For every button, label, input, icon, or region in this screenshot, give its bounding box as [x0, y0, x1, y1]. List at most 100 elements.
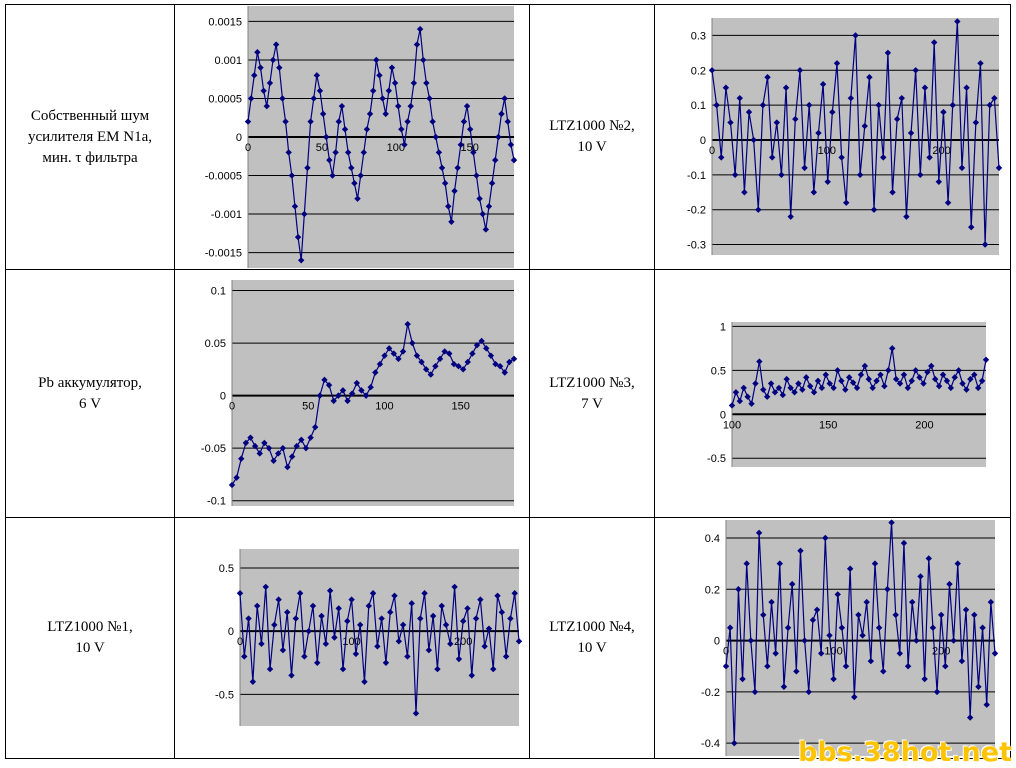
- chart-ltz1000-1: 0.50-0.50 100 200: [215, 549, 523, 726]
- data-point: [373, 56, 380, 64]
- data-point: [293, 442, 300, 450]
- y-tick-label: 0: [720, 409, 726, 421]
- y-tick-label: 0.3: [691, 30, 706, 42]
- data-point: [477, 596, 484, 603]
- data-point: [511, 590, 518, 597]
- data-point: [407, 102, 414, 110]
- data-point: [361, 678, 368, 685]
- data-point: [279, 95, 286, 102]
- data-point: [739, 675, 746, 683]
- data-point: [421, 590, 428, 597]
- data-point: [833, 60, 841, 67]
- data-point: [463, 102, 471, 110]
- data-point: [288, 453, 296, 460]
- data-point: [972, 119, 980, 126]
- plot-area: [232, 280, 514, 506]
- data-point: [478, 337, 485, 345]
- data-point: [492, 360, 499, 368]
- data-point: [357, 172, 364, 179]
- y-tick-label: -0.5: [215, 689, 234, 701]
- data-point: [506, 358, 513, 366]
- y-tick-label: 0: [220, 391, 226, 403]
- y-tick-label: -0.4: [701, 738, 720, 750]
- y-tick-label: 0: [228, 626, 234, 638]
- row1-right-label: LTZ1000 №2, 10 V: [549, 118, 635, 155]
- data-point: [847, 94, 855, 102]
- data-point: [986, 101, 993, 109]
- data-point: [979, 624, 986, 631]
- plot-area: [240, 549, 519, 726]
- data-point: [441, 180, 449, 187]
- data-point: [977, 60, 984, 67]
- data-point: [470, 149, 477, 156]
- data-point: [331, 634, 338, 641]
- y-tick-label: -0.2: [701, 687, 720, 699]
- data-point: [228, 481, 236, 489]
- chart-ltz1000-3: 1 0.5 0 -0.5 100 150 200: [707, 321, 990, 467]
- data-point: [875, 624, 883, 631]
- data-point: [504, 118, 511, 125]
- data-point: [865, 375, 872, 383]
- data-point: [254, 49, 261, 56]
- data-point: [767, 380, 775, 387]
- data-point: [348, 164, 355, 172]
- data-point: [272, 41, 280, 48]
- data-point: [422, 366, 430, 373]
- data-point: [236, 590, 244, 597]
- data-point: [285, 149, 292, 156]
- data-point: [939, 371, 947, 378]
- data-point: [304, 164, 311, 172]
- data-point: [369, 590, 377, 597]
- data-point: [426, 95, 433, 102]
- data-point: [487, 352, 495, 359]
- data-point: [372, 369, 379, 376]
- data-point: [814, 377, 822, 385]
- x-tick-label: 100: [375, 401, 393, 413]
- data-point: [866, 74, 873, 81]
- data-point: [853, 384, 861, 392]
- plot-area: [726, 520, 995, 756]
- series-line: [239, 586, 520, 714]
- data-point: [257, 64, 264, 71]
- table-border-left: [5, 4, 6, 759]
- data-point: [326, 587, 334, 594]
- data-point: [959, 380, 966, 387]
- data-point: [981, 241, 989, 248]
- data-point: [341, 126, 349, 133]
- data-point: [771, 389, 779, 396]
- row3-left-label: LTZ1000 №1, 10 V: [47, 619, 133, 656]
- data-point: [826, 632, 833, 639]
- data-point: [451, 187, 458, 195]
- data-point: [722, 84, 730, 91]
- data-point: [261, 439, 268, 447]
- data-point: [316, 392, 324, 399]
- row-divider-1: [5, 269, 1011, 270]
- data-point: [795, 380, 802, 387]
- y-tick-label: 0: [236, 132, 242, 144]
- data-point: [479, 210, 486, 218]
- data-point: [249, 678, 257, 685]
- data-point: [404, 118, 411, 125]
- data-point: [398, 126, 405, 133]
- data-point: [344, 149, 352, 156]
- data-point: [413, 41, 421, 48]
- y-tick-label: 0: [714, 636, 720, 648]
- data-point: [908, 377, 915, 385]
- row3-right-label: LTZ1000 №4, 10 V: [549, 619, 635, 656]
- data-point: [492, 156, 499, 164]
- data-point: [877, 371, 884, 378]
- data-point: [727, 119, 734, 126]
- data-point: [310, 95, 317, 102]
- data-point: [354, 195, 361, 202]
- data-point: [510, 156, 518, 164]
- data-point: [735, 586, 742, 593]
- chart-pb-battery: 0.1 0.05 0 -0.05 -0.1 0 50 100 150: [201, 280, 518, 508]
- y-tick-label: 1: [720, 321, 726, 333]
- data-point: [409, 339, 416, 347]
- data-point: [351, 180, 358, 187]
- data-point: [507, 141, 515, 148]
- table-border-right: [1010, 4, 1011, 759]
- x-tick-label: 100: [387, 142, 405, 154]
- col-divider-2: [529, 4, 530, 759]
- data-point: [307, 434, 314, 441]
